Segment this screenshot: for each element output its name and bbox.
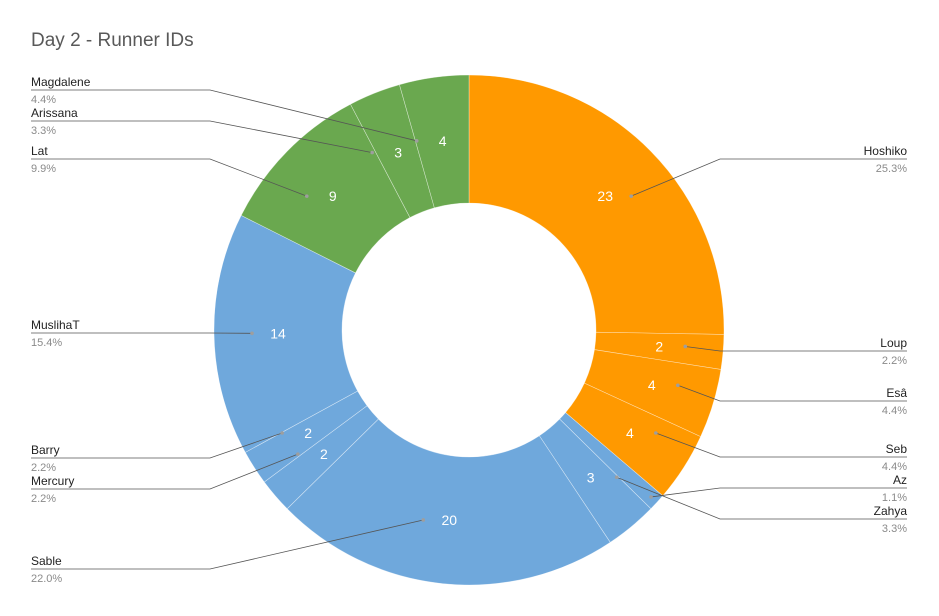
slice-muslihat[interactable] [213,215,358,453]
slice-name-esâ: Esâ [886,386,907,400]
leader-lines [31,89,907,570]
leader-dot-muslihat [250,331,254,336]
leader-line-sable [31,519,424,570]
slice-percent-muslihat: 15.4% [31,337,62,349]
value-label-esâ: 4 [648,377,656,393]
slice-name-arissana: Arissana [31,106,78,120]
slice-percent-hoshiko: 25.3% [876,163,907,175]
leader-line-zahya [616,476,907,520]
value-label-muslihat: 14 [270,325,286,341]
leader-dot-esâ [676,383,680,388]
slice-magdalene[interactable] [399,74,470,209]
slice-hoshiko[interactable] [468,74,725,335]
slice-name-magdalene: Magdalene [31,75,91,89]
leader-line-hoshiko [631,158,907,197]
slice-percent-az: 1.1% [882,492,907,504]
leader-dot-seb [654,431,658,435]
slice-percent-arissana: 3.3% [31,125,56,137]
leader-line-loup [685,346,907,352]
slice-percent-seb: 4.4% [882,461,907,473]
slice-name-barry: Barry [31,443,60,457]
leader-line-seb [655,432,907,458]
leader-dot-mercury [296,452,300,456]
slice-name-lat: Lat [31,144,48,158]
value-label-seb: 4 [626,425,634,441]
slice-name-loup: Loup [880,336,907,350]
slice-name-seb: Seb [886,442,908,456]
leader-dot-zahya [614,475,619,480]
leader-line-esâ [677,384,907,402]
leader-line-lat [31,158,307,197]
leader-dot-barry [280,431,284,435]
slice-name-zahya: Zahya [874,504,908,518]
value-label-magdalene: 4 [439,133,447,149]
slice-percent-zahya: 3.3% [882,523,907,535]
leader-dot-lat [304,194,309,198]
value-label-zahya: 3 [587,469,595,485]
leader-line-barry [31,432,283,459]
slice-labels: Hoshiko25.3%Loup2.2%Esâ4.4%Seb4.4%Az1.1%… [31,75,907,585]
slice-name-az: Az [893,473,907,487]
value-label-arissana: 3 [394,145,402,161]
slice-percent-lat: 9.9% [31,163,56,175]
leader-dot-loup [683,344,688,349]
slice-name-hoshiko: Hoshiko [864,144,908,158]
value-label-sable: 20 [441,512,457,528]
slice-name-mercury: Mercury [31,474,74,488]
leader-line-magdalene [31,89,417,142]
chart-title: Day 2 - Runner IDs [31,30,194,51]
leader-dot-sable [421,518,426,522]
slice-percent-esâ: 4.4% [882,405,907,417]
leader-dot-hoshiko [629,194,634,198]
slice-percent-magdalene: 4.4% [31,94,56,106]
value-label-barry: 2 [304,425,312,441]
value-label-loup: 2 [655,338,663,354]
slice-percent-sable: 22.0% [31,573,62,585]
leader-line-arissana [31,120,373,154]
slice-percent-barry: 2.2% [31,462,56,474]
leader-dot-magdalene [414,139,419,143]
value-label-hoshiko: 23 [597,188,613,204]
slice-name-muslihat: MuslihaT [31,318,80,332]
leader-dot-arissana [370,150,374,155]
leader-line-az [650,487,907,498]
leader-line-mercury [31,453,299,490]
slice-sable[interactable] [286,418,611,586]
slice-percent-mercury: 2.2% [31,493,56,505]
slice-name-sable: Sable [31,554,62,568]
value-label-mercury: 2 [320,446,328,462]
leader-dot-az [649,495,653,499]
slice-percent-loup: 2.2% [882,355,907,367]
slices [213,74,725,586]
value-label-lat: 9 [329,188,337,204]
